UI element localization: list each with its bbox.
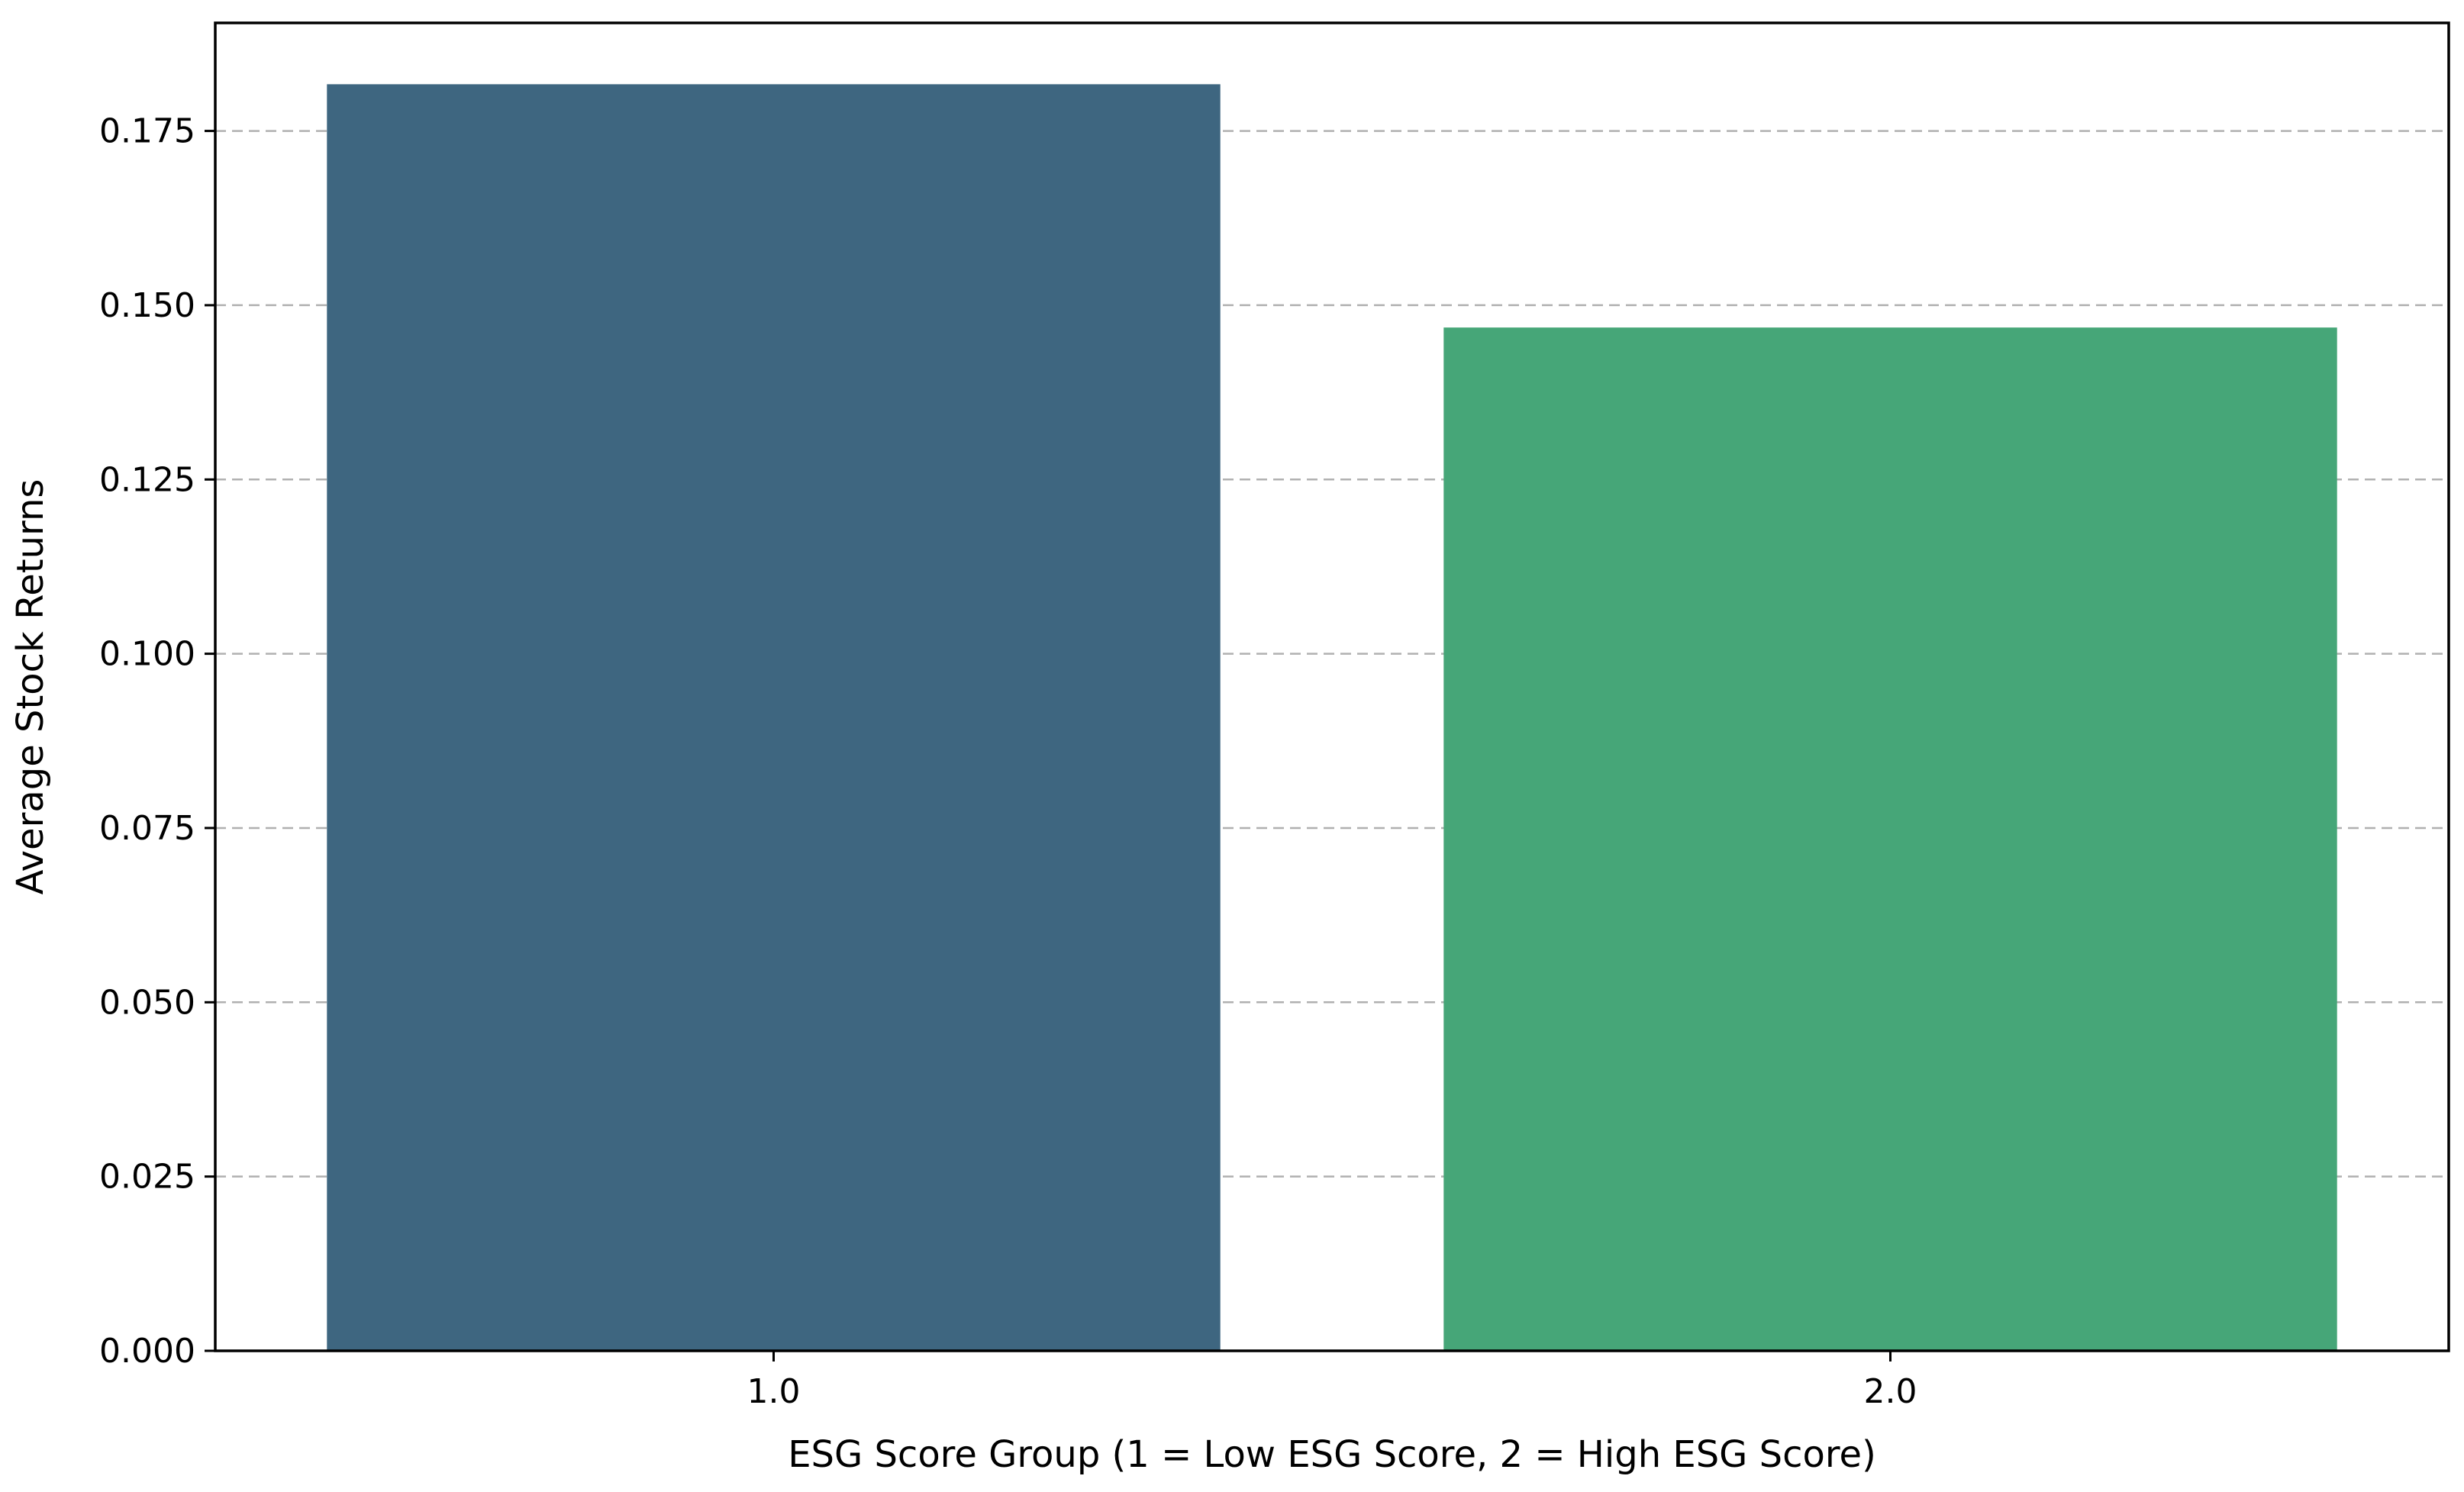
y-tick-label: 0.150 [99,286,195,325]
bar-2.0 [1443,327,2337,1351]
y-axis-label: Average Stock Returns [9,479,52,895]
y-tick-label: 0.075 [99,809,195,848]
y-tick-label: 0.025 [99,1158,195,1197]
x-axis-ticks: 1.0 2.0 [747,1351,1917,1411]
plot-frame [214,21,2450,1352]
x-axis-label: ESG Score Group (1 = Low ESG Score, 2 = … [788,1433,1876,1476]
y-tick-label: 0.000 [99,1332,195,1371]
y-axis-ticks: 0.000 0.025 0.050 0.075 0.100 0.125 0.150 0.175 [99,112,215,1371]
y-tick-label: 0.175 [99,112,195,151]
y-tick-label: 0.050 [99,983,195,1022]
bar-1.0 [327,84,1221,1352]
x-tick-label: 2.0 [1864,1372,1917,1411]
y-tick-label: 0.125 [99,460,195,499]
x-tick-label: 1.0 [747,1372,801,1411]
bars [327,84,2337,1352]
y-tick-label: 0.100 [99,635,195,674]
